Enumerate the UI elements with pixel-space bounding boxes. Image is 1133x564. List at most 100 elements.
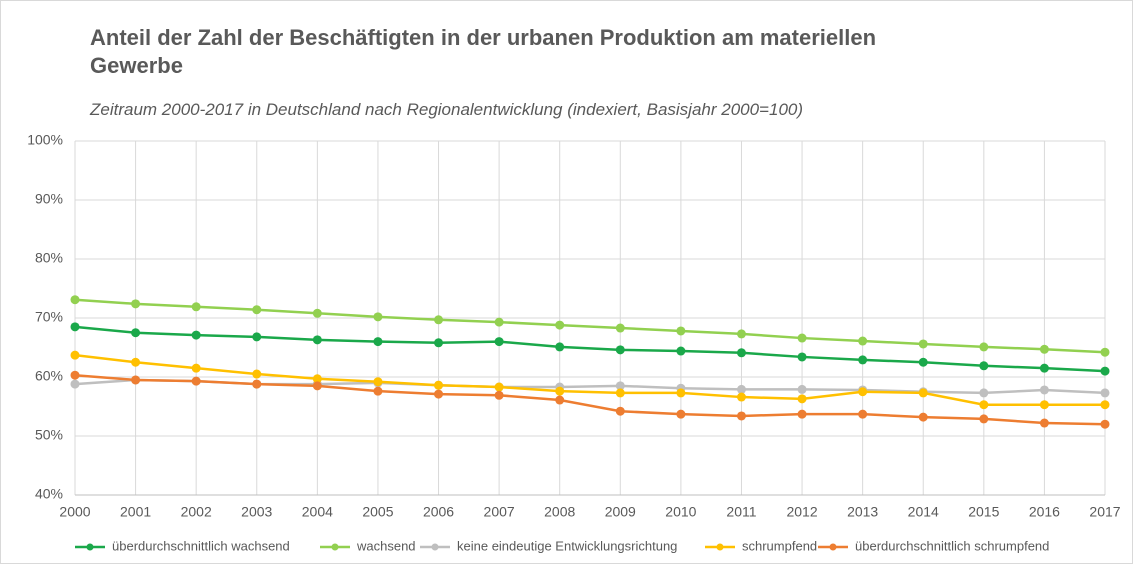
- data-point: [918, 388, 928, 398]
- x-tick-label: 2003: [241, 504, 272, 520]
- data-point: [131, 375, 141, 385]
- data-point: [918, 339, 928, 349]
- x-tick-label: 2008: [544, 504, 575, 520]
- legend-marker: [716, 543, 724, 551]
- data-point: [736, 392, 746, 402]
- data-point: [494, 317, 504, 327]
- data-point: [252, 305, 262, 315]
- x-tick-label: 2000: [59, 504, 90, 520]
- data-point: [736, 329, 746, 339]
- data-point: [797, 409, 807, 419]
- data-point: [797, 352, 807, 362]
- data-point: [615, 345, 625, 355]
- x-tick-label: 2009: [605, 504, 636, 520]
- x-tick-label: 2006: [423, 504, 454, 520]
- data-point: [312, 374, 322, 384]
- data-point: [797, 384, 807, 394]
- data-point: [615, 381, 625, 391]
- series-line: [74, 298, 1106, 354]
- y-tick-label: 70%: [35, 309, 63, 325]
- data-point: [252, 332, 262, 342]
- data-point: [797, 333, 807, 343]
- x-tick-label: 2007: [484, 504, 515, 520]
- x-tick-label: 2010: [665, 504, 696, 520]
- data-point: [858, 387, 868, 397]
- data-point: [434, 338, 444, 348]
- data-point: [979, 388, 989, 398]
- data-point: [736, 348, 746, 358]
- legend-marker: [431, 543, 439, 551]
- y-tick-label: 90%: [35, 191, 63, 207]
- data-point: [70, 350, 80, 360]
- data-point: [1039, 400, 1049, 410]
- data-point: [70, 379, 80, 389]
- data-point: [131, 328, 141, 338]
- x-tick-label: 2017: [1089, 504, 1120, 520]
- data-point: [252, 369, 262, 379]
- data-point: [979, 414, 989, 424]
- x-tick-label: 2005: [362, 504, 393, 520]
- data-point: [979, 400, 989, 410]
- data-point: [434, 389, 444, 399]
- data-point: [373, 337, 383, 347]
- data-point: [676, 346, 686, 356]
- data-point: [1100, 388, 1110, 398]
- data-point: [494, 382, 504, 392]
- data-point: [797, 394, 807, 404]
- legend-label: keine eindeutige Entwicklungsrichtung: [457, 538, 677, 553]
- data-point: [858, 355, 868, 365]
- data-point: [979, 361, 989, 371]
- legend-marker: [829, 543, 837, 551]
- data-point: [555, 342, 565, 352]
- data-point: [555, 320, 565, 330]
- data-point: [918, 412, 928, 422]
- data-point: [555, 386, 565, 396]
- data-point: [918, 357, 928, 367]
- data-point: [736, 411, 746, 421]
- x-tick-label: 2002: [181, 504, 212, 520]
- y-tick-label: 50%: [35, 427, 63, 443]
- y-tick-label: 40%: [35, 486, 63, 502]
- data-point: [858, 409, 868, 419]
- data-point: [131, 357, 141, 367]
- x-tick-label: 2001: [120, 504, 151, 520]
- y-tick-label: 80%: [35, 250, 63, 266]
- data-point: [373, 377, 383, 387]
- data-point: [1039, 418, 1049, 428]
- data-point: [312, 335, 322, 345]
- x-tick-label: 2004: [302, 504, 333, 520]
- data-point: [373, 312, 383, 322]
- data-point: [252, 379, 262, 389]
- data-point: [434, 380, 444, 390]
- data-point: [555, 395, 565, 405]
- x-tick-label: 2014: [908, 504, 939, 520]
- data-point: [70, 295, 80, 305]
- data-point: [1039, 385, 1049, 395]
- series-line: [74, 353, 1105, 406]
- data-point: [191, 302, 201, 312]
- data-point: [191, 363, 201, 373]
- data-point: [191, 376, 201, 386]
- series-line: [74, 373, 1106, 426]
- x-tick-label: 2012: [786, 504, 817, 520]
- legend-marker: [86, 543, 94, 551]
- x-tick-label: 2016: [1029, 504, 1060, 520]
- legend-label: überdurchschnittlich schrumpfend: [855, 538, 1049, 553]
- data-point: [615, 406, 625, 416]
- data-point: [434, 315, 444, 325]
- data-point: [1100, 419, 1110, 429]
- data-point: [312, 381, 322, 391]
- data-point: [70, 322, 80, 332]
- data-point: [70, 370, 80, 380]
- data-point: [373, 386, 383, 396]
- data-point: [131, 299, 141, 309]
- chart-subtitle: Zeitraum 2000-2017 in Deutschland nach R…: [90, 100, 804, 119]
- data-point: [676, 409, 686, 419]
- data-point: [494, 337, 504, 347]
- data-point: [736, 384, 746, 394]
- series-line: [74, 325, 1106, 373]
- x-tick-label: 2011: [726, 504, 756, 520]
- data-point: [1100, 347, 1110, 357]
- data-point: [615, 323, 625, 333]
